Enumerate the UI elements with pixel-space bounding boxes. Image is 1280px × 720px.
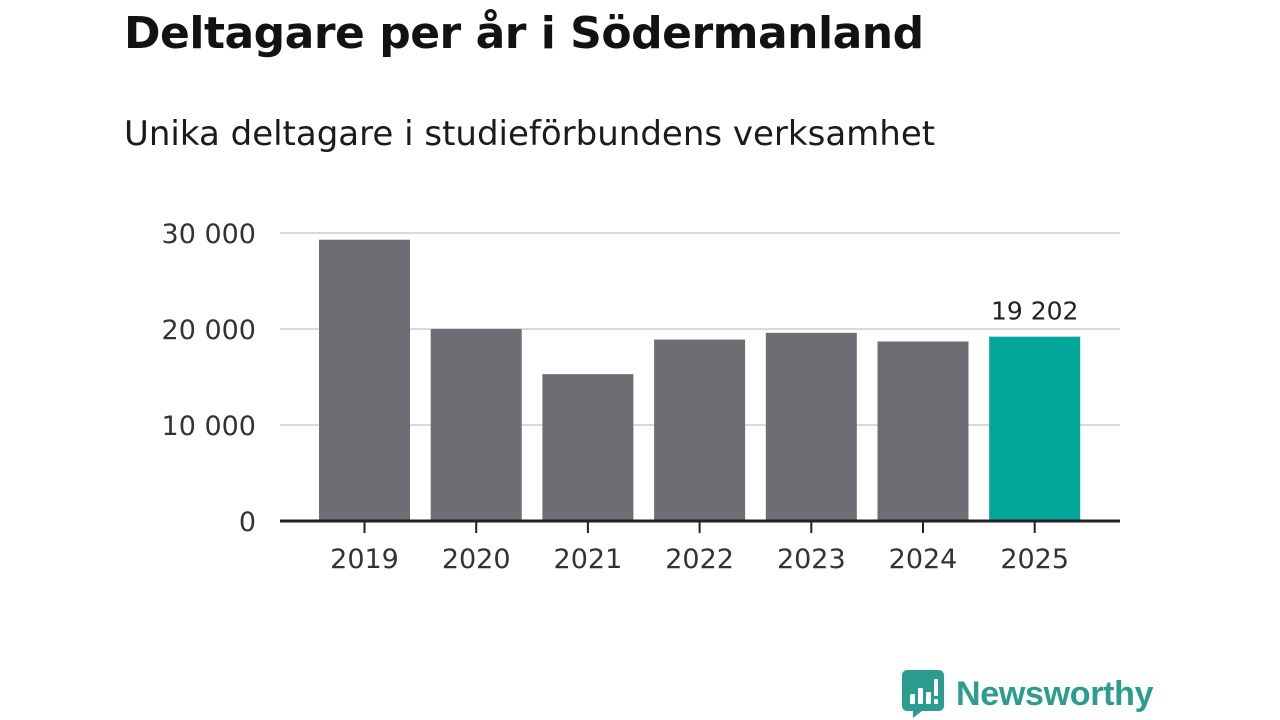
bar-2021 xyxy=(542,374,634,521)
x-tick-label: 2020 xyxy=(442,544,511,575)
bar-2024 xyxy=(877,341,969,521)
bar-2025 xyxy=(989,336,1081,521)
chart-title: Deltagare per år i Södermanland xyxy=(124,8,924,59)
y-tick-label: 20 000 xyxy=(162,315,256,346)
bar-2019 xyxy=(319,239,410,521)
y-tick-label: 30 000 xyxy=(162,219,256,250)
x-tick-label: 2023 xyxy=(777,544,846,575)
x-tick-label: 2021 xyxy=(554,544,623,575)
x-tick-label: 2025 xyxy=(1000,544,1069,575)
x-tick-label: 2022 xyxy=(665,544,734,575)
x-tick-label: 2019 xyxy=(330,544,399,575)
brand-name: Newsworthy xyxy=(956,674,1154,713)
newsworthy-brand: Newsworthy xyxy=(902,670,1154,718)
bar-chart-logo-icon xyxy=(902,670,944,718)
chart-subtitle: Unika deltagare i studieförbundens verks… xyxy=(124,114,936,154)
y-tick-label: 10 000 xyxy=(162,411,256,442)
data-label: 19 202 xyxy=(991,297,1078,326)
x-tick-label: 2024 xyxy=(889,544,958,575)
y-tick-label: 0 xyxy=(239,507,256,538)
bar-2022 xyxy=(654,339,746,521)
bar-2020 xyxy=(430,329,522,521)
bar-2023 xyxy=(765,332,857,521)
